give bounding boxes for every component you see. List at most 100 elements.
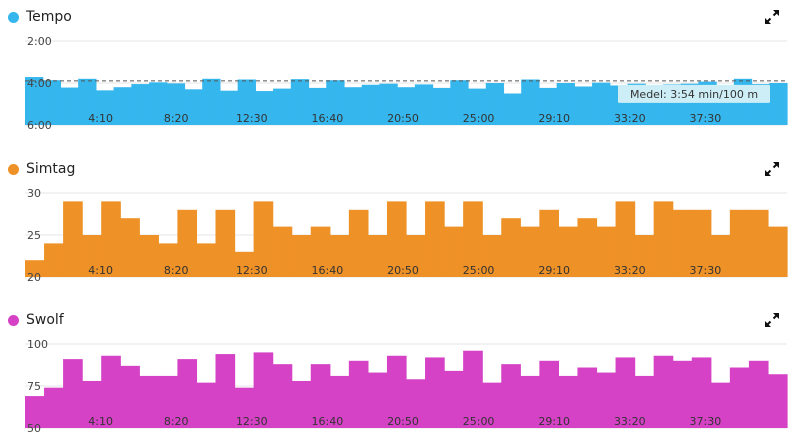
tempo-xtick-label: 20:50 [387,112,419,125]
simtag-bar [406,235,426,277]
swolf-bar [710,382,731,428]
swolf-bar [120,365,140,428]
swolf-xtick-label: 25:00 [463,415,495,428]
simtag-bar [386,201,407,277]
swolf-bar [82,380,102,428]
tempo-ytick-label: 2:00 [27,35,52,48]
tempo-bar [769,83,788,125]
swolf-bar [653,355,674,428]
tempo-bar [521,79,540,125]
swolf-bar [158,375,178,428]
simtag-bar [348,209,369,277]
simtag-bar [101,201,121,277]
tempo-chart: 4:10 8:20 12:30 16:40 20:50 25:00 29:10 33:20 37… [25,35,788,132]
tempo-bar [538,87,558,125]
tempo-bar [273,88,292,125]
swolf-bar [558,375,579,428]
swolf-xtick-label: 37:30 [690,415,722,428]
simtag-bar [501,218,521,277]
tempo-average-label: Medel: 3:54 min/100 m [630,88,758,101]
simtag-bar [558,226,579,277]
swolf-bar [615,357,636,428]
simtag-bar [425,201,445,277]
tempo-bar [131,84,150,125]
simtag-bar [158,243,178,277]
simtag-bar [615,201,636,277]
tempo-bar [414,84,434,125]
tempo-bar [343,87,363,125]
simtag-bar [177,209,198,277]
simtag-xtick-label: 12:30 [236,264,268,277]
tempo-xtick-label: 29:10 [538,112,570,125]
swolf-bar [215,354,236,428]
tempo-title: Tempo [26,9,72,25]
swolf-bar [577,367,598,428]
swolf-bar [63,359,83,428]
tempo-xtick-label: 37:30 [690,112,722,125]
tempo-bar [184,89,203,125]
tempo-bar [361,84,381,125]
simtag-bar [82,235,102,277]
swolf-bar [310,364,331,428]
simtag-xtick-label: 16:40 [312,264,344,277]
tempo-panel: 4:10 8:20 12:30 16:40 20:50 25:00 29:10 33:20 37… [0,0,795,140]
tempo-xtick-label: 4:10 [88,112,113,125]
tempo-bar [450,80,469,125]
swolf-xtick-label: 4:10 [88,415,113,428]
swolf-ytick-label: 50 [27,422,41,435]
simtag-bar [482,235,502,277]
swolf-xtick-label: 12:30 [236,415,268,428]
tempo-bar [202,78,221,125]
swolf-bar [329,375,350,428]
swolf-bar [406,379,426,428]
tempo-bar [25,77,44,125]
simtag-xtick-label: 25:00 [463,264,495,277]
simtag-xtick-label: 29:10 [538,264,570,277]
swolf-bar [139,375,159,428]
simtag-title: Simtag [26,161,76,177]
swolf-bar [539,360,559,428]
tempo-bar [42,80,62,125]
swolf-bar [386,355,407,428]
simtag-ytick-label: 20 [27,271,41,284]
simtag-bar [139,235,159,277]
swolf-xtick-label: 29:10 [538,415,570,428]
simtag-bar [672,209,693,277]
simtag-bar [463,201,483,277]
tempo-bar [237,79,256,125]
swolf-bar [348,360,369,428]
tempo-ytick-label: 4:00 [27,77,52,90]
simtag-bar [291,235,312,277]
expand-icon[interactable] [763,311,781,329]
tempo-xtick-label: 33:20 [614,112,646,125]
simtag-xtick-label: 8:20 [164,264,189,277]
simtag-bar [329,235,350,277]
simtag-header: Simtag [8,158,75,180]
simtag-bar [120,218,140,277]
simtag-xtick-label: 33:20 [614,264,646,277]
swolf-bar [767,374,788,428]
swolf-bar [253,352,274,428]
swolf-bar [44,387,64,428]
swolf-title: Swolf [26,312,64,328]
simtag-bar [748,209,769,277]
tempo-bar [468,88,487,125]
simtag-bar [596,226,617,277]
swolf-bar [425,357,445,428]
swolf-bar [177,359,198,428]
simtag-bar [444,226,464,277]
tempo-bar [95,90,115,125]
swolf-bar [520,375,540,428]
expand-icon[interactable] [763,8,781,26]
expand-icon[interactable] [763,160,781,178]
simtag-xtick-label: 20:50 [387,264,419,277]
swolf-bar [691,357,712,428]
simtag-bar [520,226,540,277]
simtag-bar [253,201,274,277]
swolf-bar [25,396,45,428]
simtag-bar [634,235,655,277]
simtag-bar [767,226,788,277]
tempo-bar [326,80,345,125]
simtag-xtick-label: 37:30 [690,264,722,277]
tempo-bar [379,83,398,125]
